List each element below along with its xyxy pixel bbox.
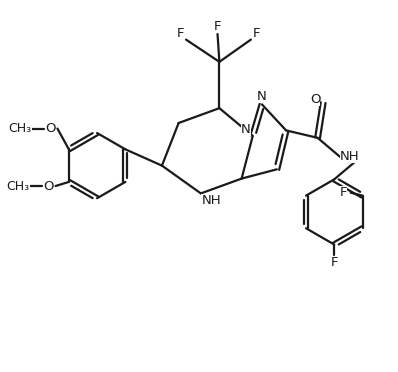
Text: N: N: [257, 90, 267, 103]
Text: N: N: [241, 123, 251, 136]
Text: F: F: [330, 256, 338, 269]
Text: F: F: [176, 27, 184, 40]
Text: CH₃: CH₃: [8, 122, 31, 135]
Text: F: F: [253, 27, 261, 40]
Text: NH: NH: [340, 150, 360, 163]
Text: F: F: [214, 20, 221, 33]
Text: O: O: [45, 122, 56, 135]
Text: CH₃: CH₃: [7, 180, 30, 193]
Text: NH: NH: [201, 193, 221, 206]
Text: O: O: [44, 180, 54, 192]
Text: O: O: [310, 93, 320, 106]
Text: F: F: [339, 186, 347, 199]
